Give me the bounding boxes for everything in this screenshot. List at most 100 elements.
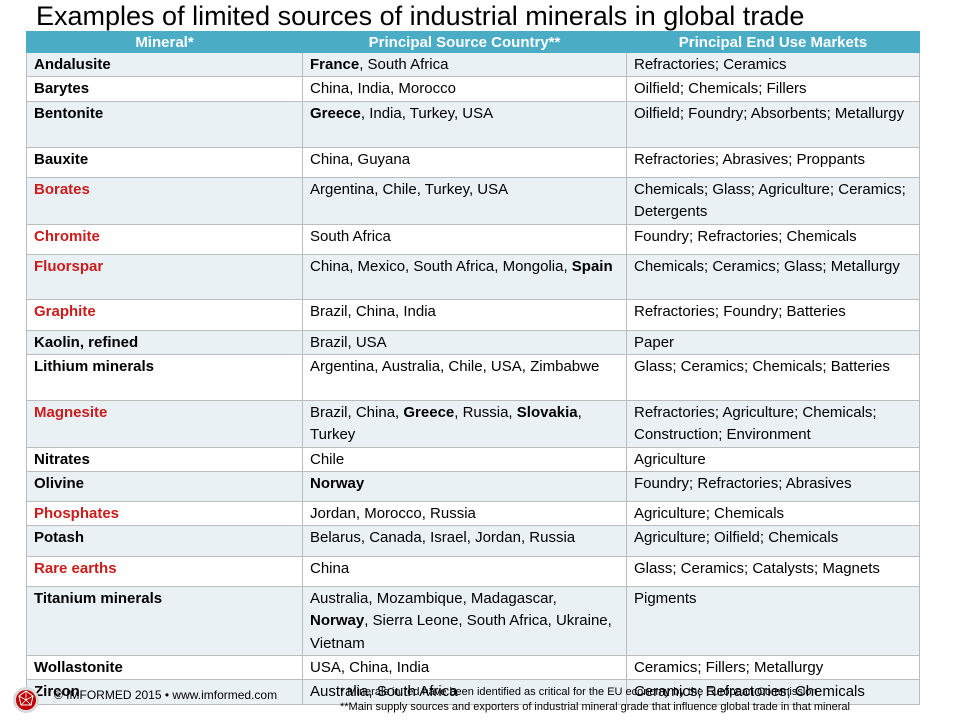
country-text: Jordan, Morocco, Russia bbox=[310, 505, 476, 523]
country-text: Brazil, China, India bbox=[310, 303, 436, 321]
table-row: Rare earths China Glass; Ceramics; Catalys… bbox=[26, 555, 920, 587]
country-text: Australia, Mozambique, Madagascar, bbox=[310, 589, 557, 607]
cell-mineral: Phosphates bbox=[26, 501, 303, 527]
minerals-table: Mineral* Principal Source Country** Prin… bbox=[26, 31, 920, 705]
cell-mineral: Wollastonite bbox=[26, 654, 303, 681]
highlighted-country: Spain bbox=[571, 257, 613, 275]
cell-source-country: South Africa bbox=[302, 223, 627, 255]
cell-mineral: Zircon bbox=[26, 679, 303, 705]
country-text: Brazil, USA bbox=[310, 333, 387, 351]
cell-source-country: Argentina, Chile, Turkey, USA bbox=[302, 176, 627, 225]
cell-end-use: Chemicals; Ceramics; Glass; Metallurgy bbox=[626, 253, 920, 301]
table-row: Bauxite China, Guyana Refractories; Abrasi… bbox=[26, 146, 920, 178]
cell-source-country: China bbox=[302, 555, 627, 587]
cell-source-country: China, India, Morocco bbox=[302, 76, 627, 102]
cell-mineral: Lithium minerals bbox=[26, 353, 303, 401]
cell-mineral: Kaolin, refined bbox=[26, 329, 303, 355]
country-text: China, Guyana bbox=[310, 150, 411, 168]
cell-source-country: China, Mexico, South Africa, Mongolia, S… bbox=[302, 253, 627, 301]
cell-mineral: Borates bbox=[26, 176, 303, 225]
cell-source-country: Brazil, China, Greece, Russia, Slovakia,… bbox=[302, 399, 627, 448]
cell-end-use: Pigments bbox=[626, 585, 920, 656]
cell-source-country: Greece, India, Turkey, USA bbox=[302, 100, 627, 148]
cell-end-use: Paper bbox=[626, 329, 920, 355]
highlighted-country: France bbox=[310, 56, 360, 73]
table-row: Magnesite Brazil, China, Greece, Russia, … bbox=[26, 399, 920, 448]
cell-mineral: Rare earths bbox=[26, 555, 303, 587]
cell-source-country: Brazil, China, India bbox=[302, 299, 627, 331]
table-row: Nitrates Chile Agriculture bbox=[26, 446, 920, 472]
table-row: Potash Belarus, Canada, Israel, Jordan, R… bbox=[26, 525, 920, 557]
highlighted-country: Norway bbox=[310, 474, 365, 492]
country-text: China, India, Morocco bbox=[310, 80, 456, 98]
cell-end-use: Oilfield; Foundry; Absorbents; Metallurg… bbox=[626, 100, 920, 148]
cell-mineral: Magnesite bbox=[26, 399, 303, 448]
table-row: Andalusite France, South Africa Refractori… bbox=[26, 51, 920, 78]
footnote-critical: * Minerals in red have been identified a… bbox=[340, 686, 818, 698]
cell-source-country: USA, China, India bbox=[302, 654, 627, 681]
footnotes: * Minerals in red have been identified a… bbox=[340, 685, 850, 715]
cell-source-country: France, South Africa bbox=[302, 51, 627, 78]
cell-end-use: Foundry; Refractories; Abrasives bbox=[626, 470, 920, 503]
country-text: Belarus, Canada, Israel, Jordan, Russia bbox=[310, 529, 576, 547]
table-row: Borates Argentina, Chile, Turkey, USA Chem… bbox=[26, 176, 920, 225]
highlighted-country: Greece bbox=[403, 403, 455, 421]
cell-end-use: Refractories; Abrasives; Proppants bbox=[626, 146, 920, 178]
country-text: , South Africa bbox=[359, 56, 449, 73]
table-row: Barytes China, India, Morocco Oilfield; Ch… bbox=[26, 76, 920, 102]
highlighted-country: Greece bbox=[310, 104, 361, 122]
country-text: , Russia, bbox=[454, 403, 517, 421]
cell-mineral: Bentonite bbox=[26, 100, 303, 148]
cell-end-use: Agriculture; Oilfield; Chemicals bbox=[626, 525, 920, 557]
cell-mineral: Fluorspar bbox=[26, 253, 303, 301]
cell-source-country: Jordan, Morocco, Russia bbox=[302, 501, 627, 527]
cell-source-country: Chile bbox=[302, 446, 627, 472]
cell-end-use: Refractories; Foundry; Batteries bbox=[626, 299, 920, 331]
cell-mineral: Bauxite bbox=[26, 146, 303, 178]
column-header-mineral: Mineral* bbox=[26, 31, 303, 53]
country-text: Brazil, China, bbox=[310, 403, 404, 421]
table-header-row: Mineral* Principal Source Country** Prin… bbox=[26, 31, 920, 53]
highlighted-country: Norway bbox=[310, 612, 365, 630]
country-text: , India, Turkey, USA bbox=[360, 104, 494, 122]
cell-mineral: Barytes bbox=[26, 76, 303, 102]
cell-end-use: Ceramics; Fillers; Metallurgy bbox=[626, 654, 920, 681]
table-row: Bentonite Greece, India, Turkey, USA Oilfi… bbox=[26, 100, 920, 148]
table-row: Lithium minerals Argentina, Australia, Ch… bbox=[26, 353, 920, 401]
country-text: , Turkey bbox=[310, 403, 582, 444]
cell-end-use: Oilfield; Chemicals; Fillers bbox=[626, 76, 920, 102]
country-text: Australia, South Africa bbox=[310, 683, 458, 701]
footnote-supply-sources: **Main supply sources and exporters of i… bbox=[340, 701, 850, 713]
country-text: Chile bbox=[310, 450, 345, 468]
country-text: China bbox=[310, 559, 350, 577]
country-text: USA, China, India bbox=[310, 658, 430, 676]
column-header-end-use-markets: Principal End Use Markets bbox=[626, 31, 920, 53]
cell-end-use: Agriculture bbox=[626, 446, 920, 472]
cell-end-use: Chemicals; Glass; Agriculture; Ceramics;… bbox=[626, 176, 920, 225]
country-text: South Africa bbox=[310, 227, 391, 245]
column-header-source-country: Principal Source Country** bbox=[302, 31, 627, 53]
cell-end-use: Refractories; Ceramics bbox=[626, 51, 920, 78]
cell-end-use: Agriculture; Chemicals bbox=[626, 501, 920, 527]
copyright-text: © IMFORMED 2015 • www.imformed.com bbox=[54, 688, 278, 702]
table-row: Fluorspar China, Mexico, South Africa, Mo… bbox=[26, 253, 920, 301]
cell-source-country: China, Guyana bbox=[302, 146, 627, 178]
page-title: Examples of limited sources of industria… bbox=[36, 1, 805, 31]
table-row: Titanium minerals Australia, Mozambique, … bbox=[26, 585, 920, 656]
cell-end-use: Glass; Ceramics; Chemicals; Batteries bbox=[626, 353, 920, 401]
cell-source-country: Brazil, USA bbox=[302, 329, 627, 355]
table-row: Kaolin, refined Brazil, USA Paper bbox=[26, 329, 920, 355]
cell-source-country: Australia, Mozambique, Madagascar, Norwa… bbox=[302, 585, 627, 656]
country-text: Argentina, Chile, Turkey, USA bbox=[310, 180, 509, 198]
cell-mineral: Potash bbox=[26, 525, 303, 557]
cell-end-use: Refractories; Agriculture; Chemicals; Co… bbox=[626, 399, 920, 448]
country-text: Argentina, Australia, Chile, USA, Zimbab… bbox=[310, 357, 600, 375]
cell-source-country: Belarus, Canada, Israel, Jordan, Russia bbox=[302, 525, 627, 557]
cell-mineral: Nitrates bbox=[26, 446, 303, 472]
table-body: Andalusite France, South Africa Refractori… bbox=[26, 51, 920, 705]
highlighted-country: Slovakia bbox=[516, 403, 578, 421]
cell-mineral: Chromite bbox=[26, 223, 303, 255]
cell-source-country: Australia, South Africa bbox=[302, 679, 627, 705]
cell-mineral: Graphite bbox=[26, 299, 303, 331]
imformed-logo-icon bbox=[13, 687, 39, 713]
